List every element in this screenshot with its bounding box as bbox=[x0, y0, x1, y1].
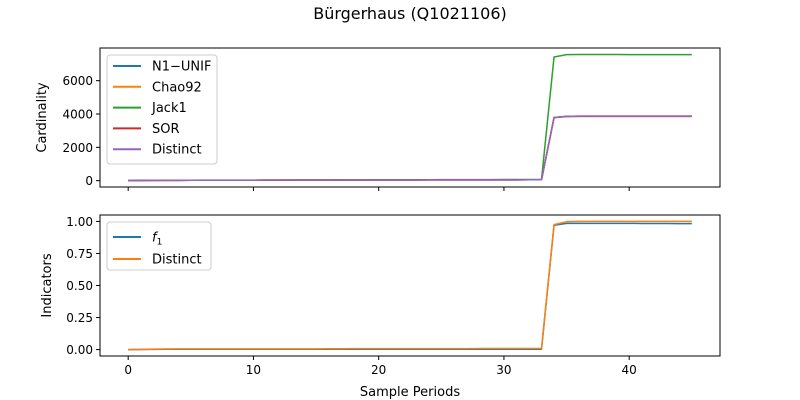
series-line-f1 bbox=[128, 222, 692, 351]
y-tick-label: 0.50 bbox=[66, 279, 93, 293]
indicators-y-ticks: 0.00 0.25 0.50 0.75 1.00 bbox=[66, 215, 100, 357]
indicators-lines bbox=[128, 220, 692, 351]
y-tick-label: 1.00 bbox=[66, 215, 93, 229]
legend-label: Distinct bbox=[152, 143, 202, 158]
x-axis-label: Sample Periods bbox=[360, 385, 460, 400]
x-tick-label: 0 bbox=[124, 363, 132, 377]
indicators-y-axis-label: Indicators bbox=[40, 253, 55, 317]
y-tick-label: 2000 bbox=[62, 141, 93, 155]
y-tick-label: 0.00 bbox=[66, 343, 93, 357]
cardinality-panel: 0 2000 4000 6000 Cardinality N1−UNIF Chao92 J… bbox=[35, 47, 721, 191]
cardinality-x-ticks bbox=[127, 187, 630, 191]
x-tick-label: 30 bbox=[496, 363, 511, 377]
y-tick-label: 6000 bbox=[62, 74, 93, 88]
cardinality-lines bbox=[128, 53, 692, 182]
x-tick-label: 10 bbox=[246, 363, 261, 377]
legend-label-subscript: 1 bbox=[157, 238, 163, 248]
legend-label: N1−UNIF bbox=[152, 60, 211, 75]
figure-title: Bürgerhaus (Q1021106) bbox=[313, 4, 507, 23]
legend-label: f1 bbox=[152, 231, 162, 248]
cardinality-axes-frame bbox=[99, 47, 721, 188]
indicators-legend: f1 Distinct bbox=[106, 221, 212, 271]
cardinality-legend: N1−UNIF Chao92 Jack1 SOR Distinct bbox=[106, 54, 218, 165]
legend-label: SOR bbox=[152, 122, 180, 137]
cardinality-y-axis-label: Cardinality bbox=[35, 82, 50, 153]
y-tick-label: 0.75 bbox=[66, 247, 93, 261]
indicators-x-ticks: 0 10 20 30 40 bbox=[124, 356, 637, 377]
y-tick-label: 0 bbox=[85, 174, 93, 188]
x-tick-label: 20 bbox=[371, 363, 386, 377]
series-line-distinct bbox=[128, 115, 692, 182]
x-tick-label: 40 bbox=[622, 363, 637, 377]
y-tick-label: 0.25 bbox=[66, 311, 93, 325]
y-tick-label: 4000 bbox=[62, 108, 93, 122]
cardinality-y-ticks: 0 2000 4000 6000 bbox=[62, 74, 100, 188]
legend-label: Distinct bbox=[152, 253, 202, 268]
indicators-panel: 0 10 20 30 40 0.00 0.25 0.50 0.75 1.00 Indicator… bbox=[40, 214, 721, 377]
legend-label-main: f bbox=[152, 231, 159, 246]
legend-label: Chao92 bbox=[152, 80, 202, 95]
series-line-distinct bbox=[128, 220, 692, 351]
legend-frame bbox=[106, 54, 218, 165]
legend-label: Jack1 bbox=[151, 101, 187, 116]
